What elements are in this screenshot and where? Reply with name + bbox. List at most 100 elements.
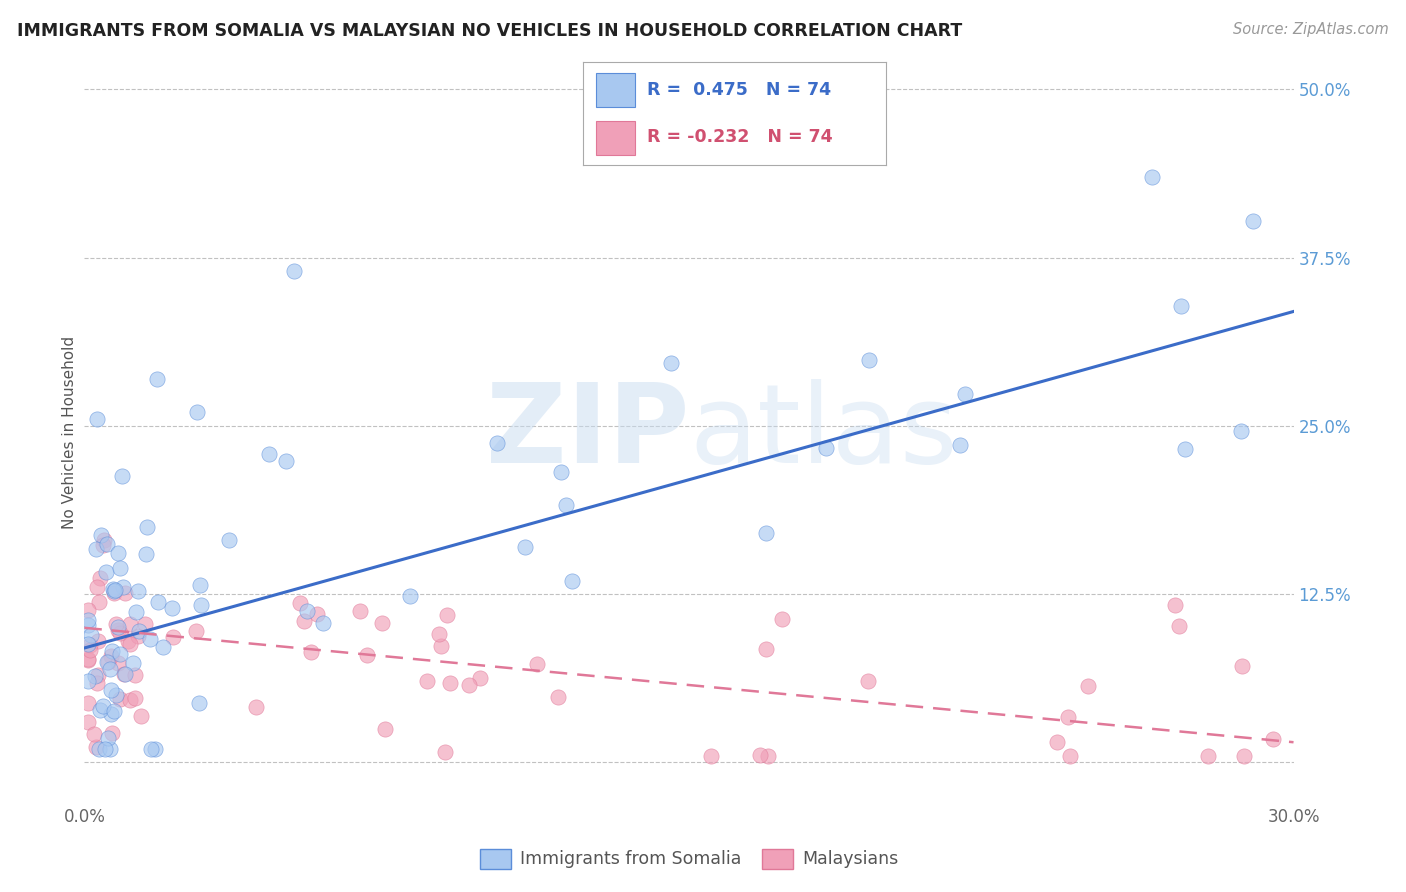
Point	[1174, 442, 1197, 457]
Point	[86, 667, 108, 681]
Point	[111, 468, 134, 483]
Point	[97, 655, 120, 669]
Point	[1046, 734, 1069, 748]
Point	[141, 742, 163, 756]
Point	[135, 520, 157, 534]
Point	[513, 540, 536, 554]
Point	[100, 649, 122, 664]
Point	[107, 624, 129, 638]
Point	[100, 683, 122, 698]
Point	[103, 584, 125, 599]
Point	[290, 596, 312, 610]
Point	[108, 626, 131, 640]
Point	[120, 637, 142, 651]
Point	[129, 709, 152, 723]
Point	[416, 673, 439, 688]
Point	[815, 441, 838, 455]
Point	[257, 447, 280, 461]
Point	[98, 742, 121, 756]
Text: atlas: atlas	[689, 379, 957, 486]
Legend: Immigrants from Somalia, Malaysians: Immigrants from Somalia, Malaysians	[472, 842, 905, 876]
Point	[143, 742, 166, 756]
Point	[91, 699, 114, 714]
Point	[87, 634, 110, 648]
Point	[561, 574, 583, 588]
Point	[429, 639, 451, 653]
Point	[953, 387, 976, 401]
Text: IMMIGRANTS FROM SOMALIA VS MALAYSIAN NO VEHICLES IN HOUSEHOLD CORRELATION CHART: IMMIGRANTS FROM SOMALIA VS MALAYSIAN NO …	[17, 22, 962, 40]
Point	[100, 706, 122, 721]
Point	[1059, 748, 1081, 763]
Point	[146, 595, 169, 609]
Point	[457, 678, 479, 692]
Point	[700, 748, 723, 763]
Point	[77, 637, 100, 651]
Point	[105, 617, 128, 632]
Point	[89, 571, 111, 585]
Point	[77, 673, 100, 688]
Point	[118, 692, 141, 706]
Point	[305, 607, 328, 621]
Point	[190, 598, 212, 612]
Point	[1232, 748, 1254, 763]
Point	[1241, 214, 1264, 228]
Point	[749, 748, 772, 763]
Y-axis label: No Vehicles in Household: No Vehicles in Household	[62, 336, 77, 529]
Point	[103, 704, 125, 718]
Point	[1170, 300, 1192, 314]
Point	[84, 669, 107, 683]
Point	[89, 742, 111, 756]
Point	[162, 630, 184, 644]
Point	[436, 607, 458, 622]
Point	[1142, 169, 1164, 184]
Point	[89, 703, 111, 717]
Point	[128, 624, 150, 639]
Point	[276, 453, 298, 467]
Point	[356, 648, 378, 662]
Point	[91, 538, 114, 552]
Point	[108, 561, 131, 575]
Point	[107, 620, 129, 634]
Point	[124, 691, 146, 706]
Point	[107, 546, 129, 560]
Point	[79, 643, 101, 657]
Point	[758, 748, 780, 763]
Point	[1263, 732, 1285, 747]
Point	[555, 498, 578, 512]
Point	[1164, 598, 1187, 612]
Point	[96, 731, 118, 745]
Point	[96, 537, 118, 551]
Point	[84, 542, 107, 557]
Point	[117, 633, 139, 648]
Point	[427, 627, 450, 641]
Point	[77, 652, 100, 666]
Point	[439, 675, 461, 690]
Point	[187, 696, 209, 710]
Point	[1230, 424, 1253, 438]
Point	[77, 714, 100, 729]
Point	[856, 673, 879, 688]
Point	[94, 742, 117, 756]
Point	[152, 640, 174, 655]
Point	[103, 582, 125, 596]
Point	[138, 632, 160, 646]
Point	[86, 580, 108, 594]
Point	[1168, 618, 1191, 632]
Point	[1230, 659, 1253, 673]
Point	[1056, 710, 1078, 724]
Point	[127, 629, 149, 643]
Point	[107, 656, 129, 670]
Point	[77, 617, 100, 632]
Point	[659, 356, 682, 370]
Point	[93, 533, 115, 547]
Point	[292, 615, 315, 629]
Point	[96, 655, 118, 669]
Point	[108, 692, 131, 706]
Point	[83, 726, 105, 740]
FancyBboxPatch shape	[596, 73, 636, 106]
Point	[77, 613, 100, 627]
Point	[547, 690, 569, 704]
Point	[77, 652, 100, 666]
Point	[103, 586, 125, 600]
Point	[312, 616, 335, 631]
